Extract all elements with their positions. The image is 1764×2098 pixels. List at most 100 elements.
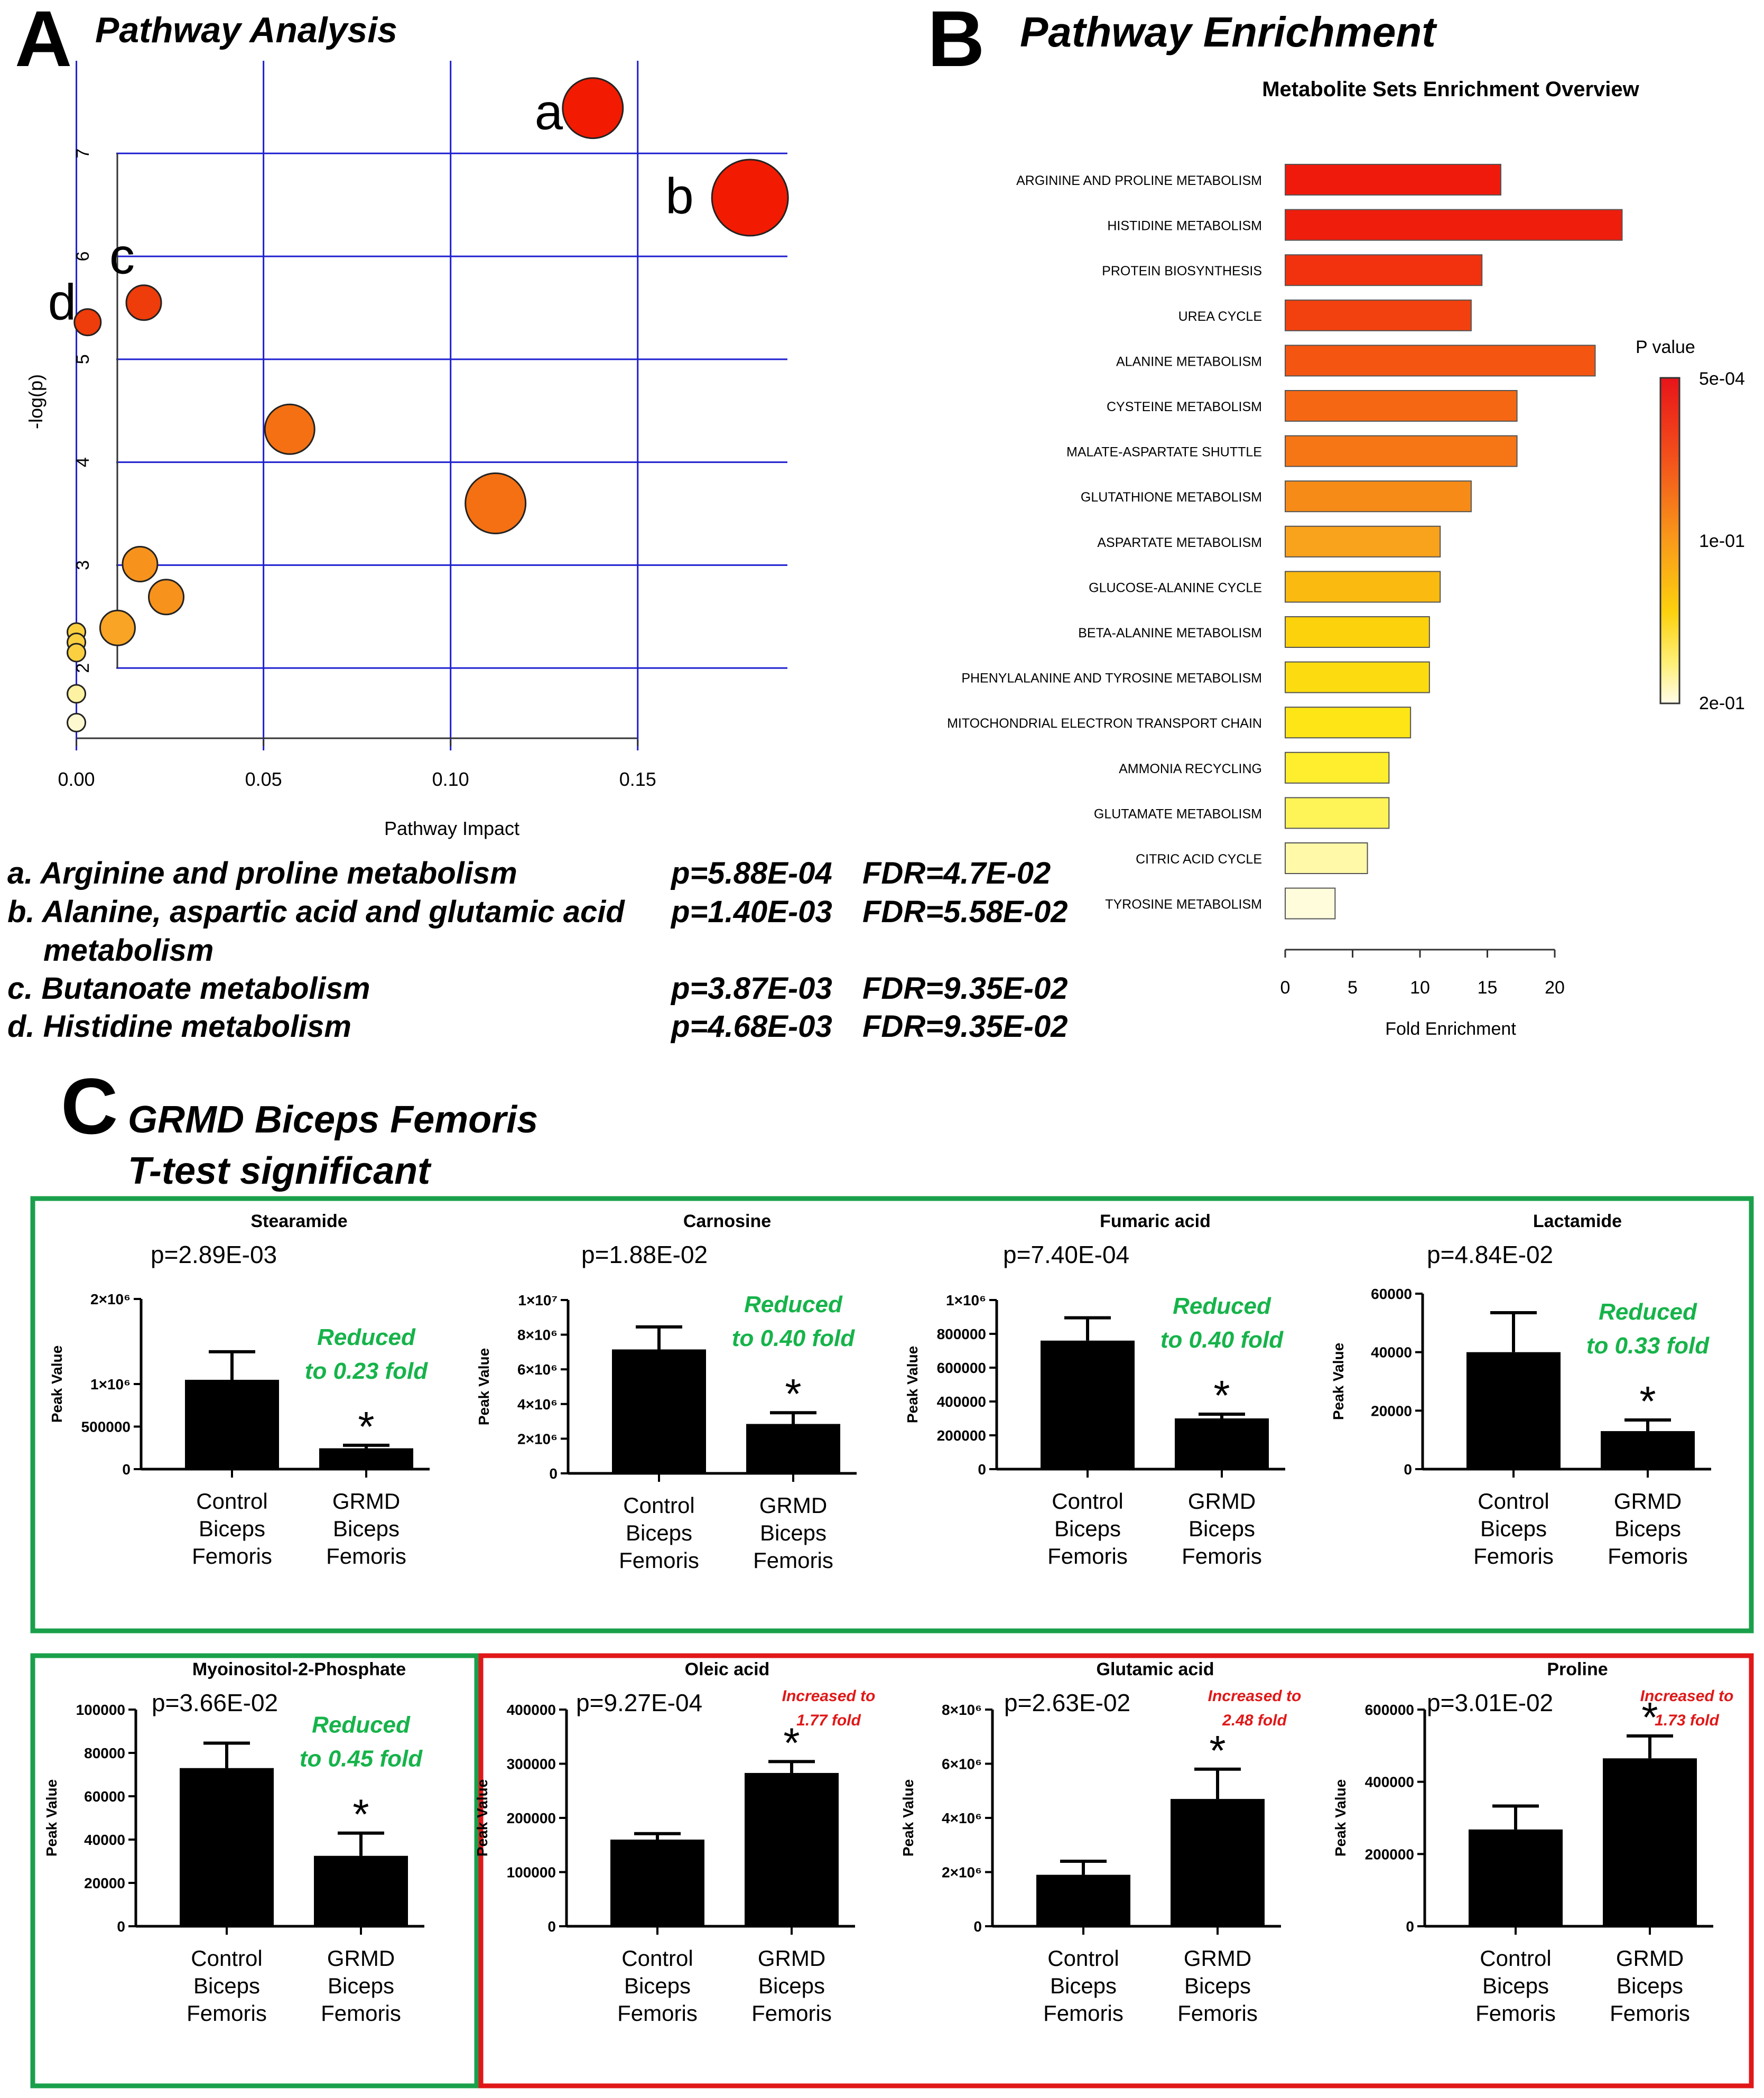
chart-y-label: Peak Value [49,1345,65,1423]
legend-a-p: p=5.88E-04 [670,856,832,890]
chart-category-label: Biceps [1482,1973,1549,1998]
scatter-y-tick-label: 6 [73,252,93,262]
value-bar [1601,1431,1695,1469]
chart-category-label: Femoris [1182,1544,1262,1568]
chart-y-label: Peak Value [900,1779,916,1856]
chart-category-label: Femoris [1043,2001,1124,2026]
value-bar [185,1379,279,1469]
pvalue-legend: P value 5e-04 1e-01 2e-01 [1636,337,1745,713]
chart-category-label: Biceps [328,1973,394,1998]
pathway-legend: a. Arginine and proline metabolism p=5.8… [7,856,1067,1044]
chart-title: Proline [1547,1659,1608,1679]
chart-category-label: Control [623,1493,694,1518]
value-bar [1603,1758,1697,1926]
chart-category-label: Biceps [624,1973,691,1998]
chart-pvalue: p=2.63E-02 [1004,1689,1130,1716]
chart-category-label: Control [1480,1946,1551,1971]
scatter-x-label: Pathway Impact [384,818,519,839]
scatter-point [711,159,789,237]
fold-change-note: 2.48 fold [1222,1712,1287,1729]
chart-pvalue: p=9.27E-04 [576,1689,702,1716]
chart-category-label: GRMD [1184,1946,1251,1971]
chart-category-label: Control [1047,1946,1119,1971]
chart-category-label: Femoris [1608,1544,1688,1568]
fold-change-note: to 0.40 fold [732,1325,855,1351]
significance-star: * [358,1403,374,1450]
chart-category-label: Femoris [1475,2001,1556,2026]
significance-star: * [1639,1378,1656,1425]
fold-change-note: to 0.45 fold [300,1746,423,1772]
chart-y-tick-label: 0 [973,1918,982,1935]
chart-category-label: Biceps [626,1520,692,1545]
value-bar [745,1772,839,1926]
value-bar [746,1424,840,1473]
chart-category-label: Femoris [1047,1544,1128,1568]
enrichment-category-label: MITOCHONDRIAL ELECTRON TRANSPORT CHAIN [947,716,1262,731]
fold-change-note: Reduced [1599,1299,1697,1325]
chart-title: Oleic acid [685,1659,770,1679]
chart-category-label: GRMD [758,1946,825,1971]
chart-category-label: Femoris [1610,2001,1690,2026]
chart-y-tick-label: 500000 [81,1419,131,1435]
enrichment-bar [1285,254,1483,286]
chart-y-tick-label: 20000 [1371,1403,1412,1419]
chart-category-label: Femoris [1473,1544,1554,1568]
chart-y-tick-label: 2×10⁶ [517,1431,558,1447]
scatter-point-label: a [535,84,563,141]
chart-y-label: Peak Value [1332,1779,1349,1856]
chart-category-label: Biceps [1617,1973,1683,1998]
significance-star: * [1209,1727,1225,1774]
chart-category-label: Femoris [187,2001,267,2026]
significance-star: * [352,1791,369,1838]
enrichment-bar [1285,797,1390,829]
chart-title: Lactamide [1533,1211,1622,1231]
chart-category-label: Control [191,1946,262,1971]
scatter-points: a b cd [48,77,789,732]
legend-c-fdr: FDR=9.35E-02 [862,971,1067,1006]
legend-b-fdr: FDR=5.58E-02 [862,895,1067,929]
fold-change-note: Reduced [317,1324,416,1350]
chart-category-label: Biceps [1050,1973,1117,1998]
chart-category-label: Biceps [760,1520,827,1545]
legend-a-fdr: FDR=4.7E-02 [862,856,1051,890]
panel-c-heading-line1: GRMD Biceps Femoris [128,1099,538,1141]
chart-category-label: GRMD [1616,1946,1684,1971]
peak-bar-chart: Oleic acid p=9.27E-04 Peak Value 0 100000 200… [474,1659,875,2026]
chart-y-tick-label: 1×10⁶ [946,1292,986,1308]
chart-pvalue: p=4.84E-02 [1427,1241,1553,1268]
fold-change-note: Reduced [312,1712,411,1738]
panel-a-heading: Pathway Analysis [95,10,397,50]
legend-b-p: p=1.40E-03 [670,895,832,929]
enrichment-bar [1285,751,1390,784]
chart-pvalue: p=1.88E-02 [581,1241,708,1268]
chart-category-label: Biceps [333,1516,400,1541]
chart-y-tick-label: 80000 [84,1745,125,1761]
scatter-point [465,472,527,535]
value-bar [314,1855,408,1926]
chart-category-label: Biceps [1614,1516,1681,1541]
significance-star: * [1641,1694,1658,1741]
chart-y-tick-label: 0 [549,1465,558,1482]
enrichment-bar [1285,390,1518,422]
chart-category-label: GRMD [1188,1489,1256,1514]
chart-y-tick-label: 4×10⁶ [942,1810,982,1826]
fold-change-note: Reduced [744,1292,843,1317]
enrichment-bar [1285,209,1623,241]
fold-change-note: 1.77 fold [796,1712,861,1729]
enrichment-category-label: CITRIC ACID CYCLE [1136,852,1262,867]
legend-d-fdr: FDR=9.35E-02 [862,1009,1067,1044]
chart-y-tick-label: 40000 [1371,1344,1412,1361]
peak-bar-chart: Glutamic acid p=2.63E-02 Peak Value 0 2×10⁶ 4… [900,1659,1301,2026]
value-bar [610,1840,704,1926]
chart-y-tick-label: 0 [978,1461,986,1478]
scatter-point [148,579,185,616]
enrichment-category-label: AMMONIA RECYCLING [1119,762,1262,776]
scatter-x-tick-label: 0.10 [432,768,469,790]
scatter-point [99,609,136,646]
reduced-group-box-2 [30,1653,479,2088]
scatter-point-label: c [109,228,135,285]
scatter-axes: 0.00 0.05 0.10 0.15 2 3 4 5 6 7 [58,148,656,790]
chart-y-tick-label: 600000 [1365,1702,1414,1718]
chart-category-label: GRMD [759,1493,827,1518]
chart-y-label: Peak Value [474,1779,490,1856]
